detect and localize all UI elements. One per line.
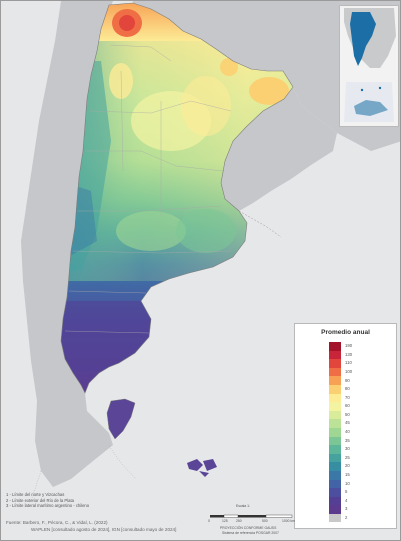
- legend-swatch: [329, 410, 341, 420]
- legend-item: 110: [329, 359, 352, 368]
- legend-item: 40: [329, 427, 352, 437]
- legend-item: 80: [329, 384, 352, 394]
- tierra-del-fuego: [106, 398, 136, 440]
- scale-tick: 1000 km: [282, 519, 296, 523]
- note-line: 2 - Límite exterior del Río de la Plata: [6, 497, 74, 503]
- legend-swatch: [329, 427, 341, 437]
- scale-tick: 125: [222, 519, 228, 523]
- legend-title: Promedio anual: [321, 329, 370, 336]
- legend-swatch: [329, 445, 341, 454]
- legend-item: 25: [329, 453, 352, 463]
- locator-inset-map: [340, 6, 398, 126]
- legend-label: 2: [345, 515, 348, 521]
- legend-item: 35: [329, 436, 352, 446]
- legend-list: 190 130 110 100 90 80 70 60 50 45 40 35 30 25 20 15 10 5 4…: [329, 342, 353, 523]
- legend-label: 40: [345, 429, 350, 435]
- legend-label: 190: [345, 343, 353, 349]
- source-consulted: WAPLEN [consultado agosto de 2024], IGN …: [31, 527, 177, 532]
- neighbor-land-north: [133, 1, 400, 151]
- legend-item: 50: [329, 410, 352, 420]
- legend-item: 45: [329, 419, 352, 428]
- argentina-outline: [60, 2, 294, 394]
- legend-label: 35: [345, 437, 350, 443]
- legend-swatch: [329, 479, 341, 489]
- legend-item: 30: [329, 445, 352, 454]
- legend-item: 190: [329, 342, 352, 351]
- scale-tick: 250: [236, 519, 242, 523]
- rio-de-la-plata-limit: [238, 210, 282, 238]
- legend-item: 60: [329, 402, 352, 411]
- legend-swatch: [329, 393, 341, 403]
- legend-swatch: [329, 436, 341, 446]
- legend-label: 15: [345, 472, 350, 478]
- legend-swatch: [329, 496, 341, 506]
- map-notes: 1 - Límite del norte y Vizcachas 2 - Lím…: [6, 492, 206, 509]
- legend-label: 25: [345, 454, 350, 460]
- scale-bar: Escala 1: 0 125 250 500 1000 km PROYECCI…: [206, 504, 296, 538]
- legend-label: 70: [345, 394, 350, 400]
- legend-label: 110: [345, 360, 352, 366]
- legend-swatch: [329, 488, 341, 497]
- legend-label: 5: [345, 489, 348, 495]
- legend-label: 4: [345, 497, 348, 503]
- legend-swatch: [329, 470, 341, 480]
- legend-label: 20: [345, 463, 350, 469]
- legend-item: 70: [329, 393, 352, 403]
- neighbor-land-east: [221, 87, 337, 211]
- legend-swatch: [329, 402, 341, 411]
- legend-item: 20: [329, 462, 352, 471]
- legend-swatch: [329, 384, 341, 394]
- legend-item: 130: [329, 350, 353, 360]
- legend-panel: Promedio anual 190 130 110 100 90 80 70 60 50 45 4…: [294, 323, 397, 529]
- legend-item: 2: [329, 513, 352, 523]
- legend-label: 90: [345, 377, 350, 383]
- legend-item: 4: [329, 496, 352, 506]
- legend-swatch: [329, 376, 341, 385]
- legend-label: 10: [345, 480, 350, 486]
- legend-swatch: [329, 462, 341, 471]
- legend-swatch: [329, 513, 341, 523]
- legend-label: 30: [345, 446, 350, 452]
- legend-label: 80: [345, 386, 350, 392]
- maritime-boundaries: [30, 445, 137, 502]
- legend-swatch: [329, 505, 341, 514]
- legend-item: 90: [329, 376, 352, 385]
- legend-item: 100: [329, 367, 353, 377]
- legend-label: 60: [345, 403, 350, 409]
- locator-inset: [339, 5, 399, 127]
- legend-swatch: [329, 350, 341, 360]
- inset-argentina-highlight: [350, 12, 376, 66]
- scale-reference-system: Sistema de referencia POSGAR 2007: [222, 531, 279, 535]
- legend-swatch: [329, 367, 341, 377]
- malvinas-islands: [187, 459, 217, 477]
- legend-item: 5: [329, 488, 352, 497]
- legend-swatch: [329, 453, 341, 463]
- legend-label: 45: [345, 420, 350, 426]
- legend-label: 100: [345, 368, 353, 374]
- legend-swatch: [329, 342, 341, 351]
- legend-label: 50: [345, 411, 350, 417]
- legend-label: 130: [345, 351, 353, 357]
- legend-label: 3: [345, 506, 348, 512]
- legend-item: 3: [329, 505, 352, 514]
- province-boundaries: [64, 44, 232, 334]
- note-line: 3 - Límite lateral marítimo argentino - …: [6, 503, 90, 509]
- note-line: 1 - Límite del norte y Vizcachas: [6, 492, 65, 497]
- legend-item: 15: [329, 470, 352, 480]
- scale-ruler: [210, 514, 293, 518]
- scale-tick: 500: [262, 519, 268, 523]
- legend-swatch: [329, 419, 341, 428]
- scale-title: Escala 1:: [236, 504, 250, 508]
- source-citation: Fuente: Barbero, F., Pécora, C., & Vidal…: [6, 520, 108, 525]
- legend-item: 10: [329, 479, 352, 489]
- scale-tick: 0: [208, 519, 210, 523]
- legend-swatch: [329, 359, 341, 368]
- scale-projection: PROYECCIÓN CONFORME GAUSS: [220, 526, 277, 530]
